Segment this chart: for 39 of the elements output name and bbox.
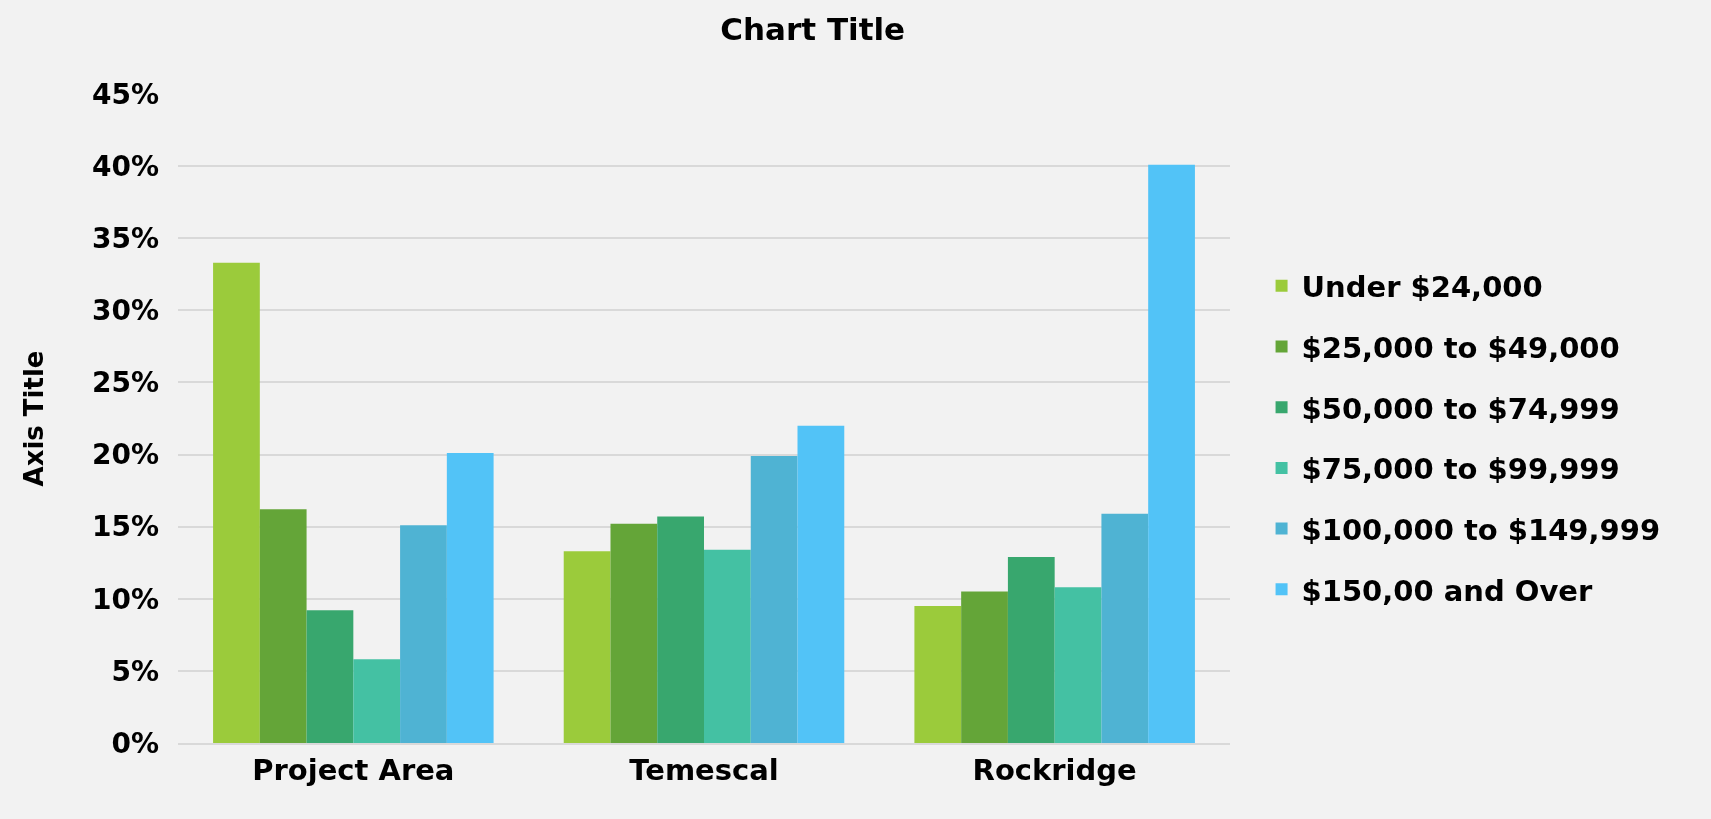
bar bbox=[657, 516, 704, 743]
y-tick-label: 40% bbox=[91, 149, 159, 183]
x-tick-label: Rockridge bbox=[972, 752, 1137, 787]
bar bbox=[306, 610, 354, 743]
y-tick-label: 45% bbox=[91, 77, 159, 111]
y-axis-title: Axis Title bbox=[19, 350, 50, 487]
x-tick-label: Project Area bbox=[252, 752, 455, 787]
bar bbox=[259, 509, 307, 743]
bar bbox=[353, 659, 401, 743]
y-tick-label: 5% bbox=[111, 654, 159, 688]
bar bbox=[446, 453, 494, 743]
y-tick-label: 20% bbox=[91, 438, 159, 472]
bar bbox=[610, 523, 658, 743]
y-tick-label: 35% bbox=[91, 222, 159, 256]
y-tick-label: 30% bbox=[91, 294, 159, 328]
legend-label: $50,000 to $74,999 bbox=[1301, 391, 1620, 426]
legend-label: $100,000 to $149,999 bbox=[1301, 512, 1661, 547]
bar bbox=[750, 456, 798, 743]
y-tick-label: 25% bbox=[91, 366, 159, 400]
bar bbox=[213, 262, 260, 743]
bar bbox=[400, 525, 447, 743]
chart-title: Chart Title bbox=[720, 10, 906, 47]
x-tick-label: Temescal bbox=[629, 752, 779, 787]
bar bbox=[914, 605, 962, 743]
y-tick-label: 10% bbox=[91, 582, 159, 616]
bar bbox=[704, 549, 751, 743]
legend-label: Under $24,000 bbox=[1301, 270, 1543, 305]
bar bbox=[961, 591, 1008, 743]
bar bbox=[797, 425, 845, 743]
bar bbox=[1007, 556, 1055, 743]
bar bbox=[1054, 587, 1102, 743]
legend-label: $150,00 and Over bbox=[1301, 573, 1594, 608]
legend-label: $75,000 to $99,999 bbox=[1301, 452, 1620, 487]
bar bbox=[563, 551, 611, 743]
y-tick-label: 15% bbox=[91, 510, 159, 544]
legend-label: $25,000 to $49,000 bbox=[1301, 330, 1620, 365]
bar bbox=[1148, 164, 1195, 743]
y-tick-label: 0% bbox=[111, 726, 159, 760]
bar bbox=[1101, 513, 1149, 743]
